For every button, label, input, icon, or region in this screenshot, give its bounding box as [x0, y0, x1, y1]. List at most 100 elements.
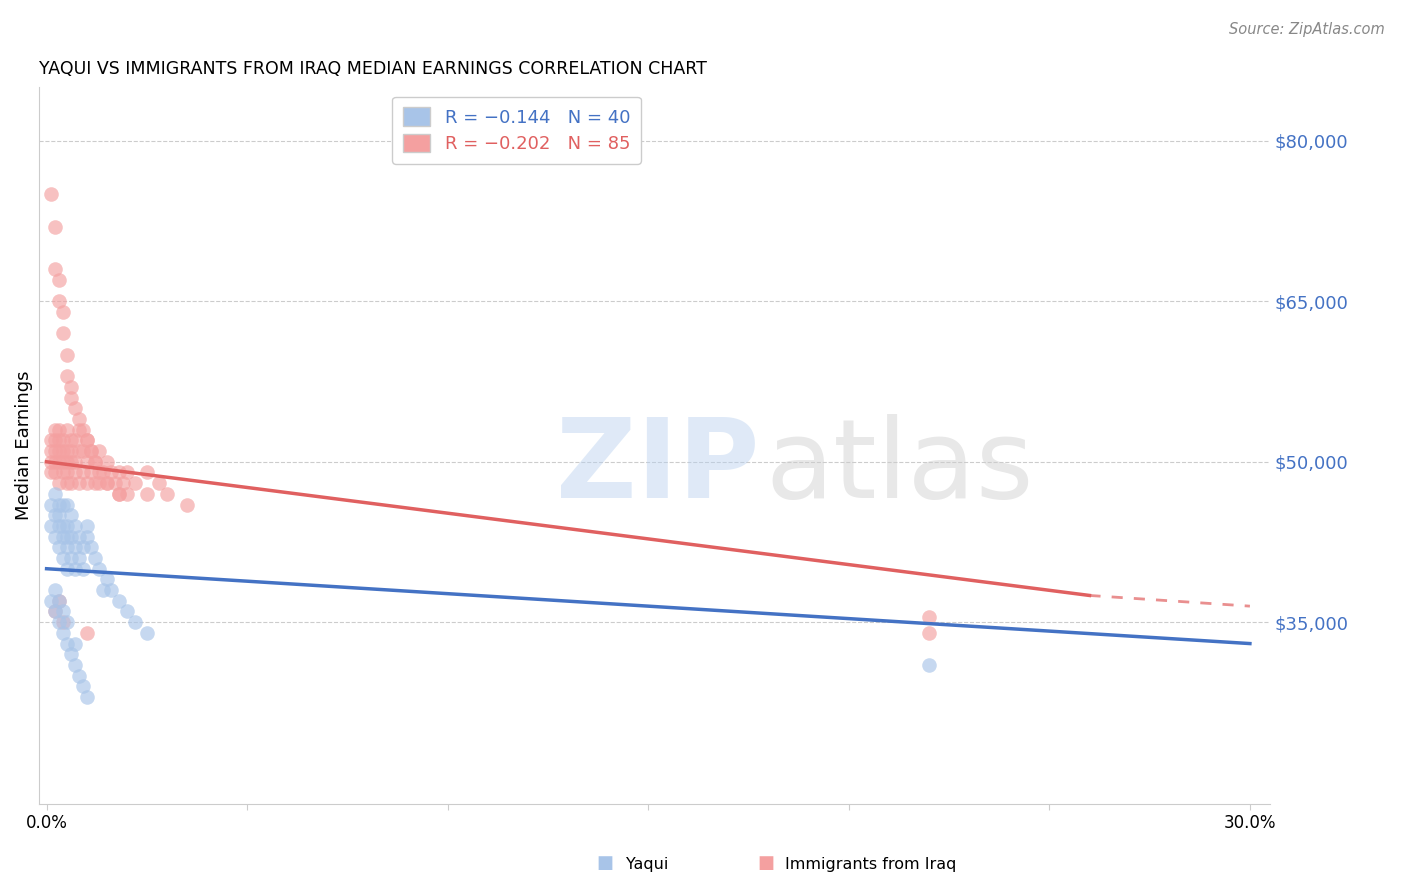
Point [83, 455, 105, 469]
Point [59, 476, 82, 491]
Point [55, 466, 77, 480]
Point [115, 487, 138, 501]
Point [52, 326, 75, 341]
Point [67, 423, 90, 437]
Point [48, 519, 70, 533]
Point [96, 476, 118, 491]
Point [96, 455, 118, 469]
Text: YAQUI VS IMMIGRANTS FROM IRAQ MEDIAN EARNINGS CORRELATION CHART: YAQUI VS IMMIGRANTS FROM IRAQ MEDIAN EAR… [38, 60, 706, 78]
Point [107, 466, 129, 480]
Point [59, 455, 82, 469]
Point [80, 444, 103, 458]
Point [39, 434, 62, 448]
Text: ■: ■ [596, 855, 613, 872]
Point [76, 434, 98, 448]
Point [52, 626, 75, 640]
Point [39, 594, 62, 608]
Point [76, 519, 98, 533]
Point [76, 530, 98, 544]
Point [115, 466, 138, 480]
Point [55, 562, 77, 576]
Text: atlas: atlas [765, 414, 1033, 521]
Point [87, 476, 110, 491]
Point [48, 455, 70, 469]
Point [63, 562, 86, 576]
Point [55, 530, 77, 544]
Text: Yaqui: Yaqui [626, 857, 668, 872]
Point [72, 466, 94, 480]
Point [148, 476, 170, 491]
Point [59, 508, 82, 523]
Point [63, 636, 86, 650]
Point [48, 434, 70, 448]
Point [72, 423, 94, 437]
Point [52, 466, 75, 480]
Point [48, 615, 70, 630]
Point [55, 519, 77, 533]
Point [918, 610, 941, 624]
Point [44, 605, 66, 619]
Point [59, 530, 82, 544]
Point [44, 466, 66, 480]
Point [83, 551, 105, 566]
Point [52, 605, 75, 619]
Point [44, 444, 66, 458]
Point [59, 391, 82, 405]
Point [76, 476, 98, 491]
Point [72, 562, 94, 576]
Point [107, 487, 129, 501]
Point [44, 434, 66, 448]
Point [39, 519, 62, 533]
Point [39, 187, 62, 202]
Text: Immigrants from Iraq: Immigrants from Iraq [785, 857, 956, 872]
Point [55, 476, 77, 491]
Point [44, 605, 66, 619]
Point [100, 466, 122, 480]
Point [48, 294, 70, 309]
Point [44, 583, 66, 598]
Point [55, 636, 77, 650]
Point [44, 487, 66, 501]
Point [55, 455, 77, 469]
Point [124, 476, 146, 491]
Point [156, 487, 179, 501]
Point [39, 498, 62, 512]
Point [124, 615, 146, 630]
Point [52, 434, 75, 448]
Point [59, 434, 82, 448]
Point [39, 466, 62, 480]
Text: Source: ZipAtlas.com: Source: ZipAtlas.com [1229, 22, 1385, 37]
Point [48, 594, 70, 608]
Point [48, 423, 70, 437]
Point [72, 541, 94, 555]
Y-axis label: Median Earnings: Median Earnings [15, 371, 32, 521]
Point [55, 444, 77, 458]
Point [91, 583, 114, 598]
Point [918, 626, 941, 640]
Point [44, 455, 66, 469]
Point [59, 380, 82, 394]
Point [67, 668, 90, 682]
Point [76, 434, 98, 448]
Point [80, 541, 103, 555]
Point [39, 455, 62, 469]
Point [48, 541, 70, 555]
Point [48, 476, 70, 491]
Point [96, 573, 118, 587]
Text: ■: ■ [758, 855, 775, 872]
Point [83, 455, 105, 469]
Point [59, 444, 82, 458]
Point [48, 444, 70, 458]
Point [76, 690, 98, 704]
Point [55, 348, 77, 362]
Point [59, 647, 82, 661]
Point [63, 541, 86, 555]
Point [52, 530, 75, 544]
Point [55, 615, 77, 630]
Point [176, 498, 198, 512]
Point [87, 562, 110, 576]
Point [80, 466, 103, 480]
Point [55, 423, 77, 437]
Point [44, 530, 66, 544]
Point [63, 434, 86, 448]
